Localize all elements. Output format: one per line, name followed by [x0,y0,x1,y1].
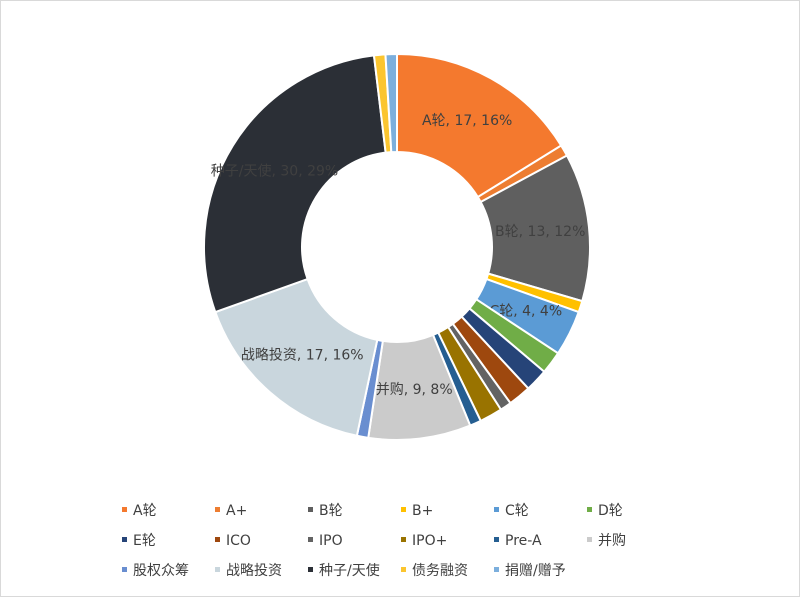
legend-label: A轮 [133,503,157,519]
legend-marker [308,537,313,542]
donut-slice [203,54,387,314]
legend-label: 股权众筹 [133,562,189,579]
legend-marker [122,507,127,512]
legend-label: ICO [226,533,251,549]
legend-marker [401,537,406,542]
legend-label: IPO+ [412,533,447,549]
legend-marker [215,507,220,512]
legend-marker [494,507,499,512]
data-label: 战略投资, 17, 16% [241,347,364,363]
legend-label: IPO [319,533,343,549]
legend-marker [401,567,406,572]
data-label: 种子/天使, 30, 29% [211,162,338,179]
legend-label: D轮 [598,503,623,519]
legend-marker [215,567,220,572]
legend-label: E轮 [133,533,156,549]
legend-label: A+ [226,503,247,519]
data-label: 并购, 9, 8% [376,382,453,398]
legend-marker [122,567,127,572]
data-label: A轮, 17, 16% [422,113,512,129]
donut-slice [396,52,563,199]
legend-marker [494,567,499,572]
donut-slice [384,52,398,154]
legend-label: Pre-A [505,533,542,549]
legend-marker [308,507,313,512]
legend-label: B轮 [319,503,343,519]
legend-label: 并购 [598,533,626,549]
legend-marker [401,507,406,512]
legend-marker [494,537,499,542]
legend-marker [587,507,592,512]
donut-slice [214,277,379,437]
legend-marker [122,537,127,542]
legend-label: C轮 [505,503,529,519]
legend-marker [215,537,220,542]
legend-marker [587,537,592,542]
legend-label: 债务融资 [412,563,468,579]
legend-label: B+ [412,503,433,519]
legend-label: 种子/天使 [319,562,380,579]
legend-label: 捐赠/赠予 [505,563,566,579]
legend-label: 战略投资 [226,563,282,579]
data-label: C轮, 4, 4% [489,303,562,319]
legend-marker [308,567,313,572]
data-label: B轮, 13, 12% [495,224,585,240]
